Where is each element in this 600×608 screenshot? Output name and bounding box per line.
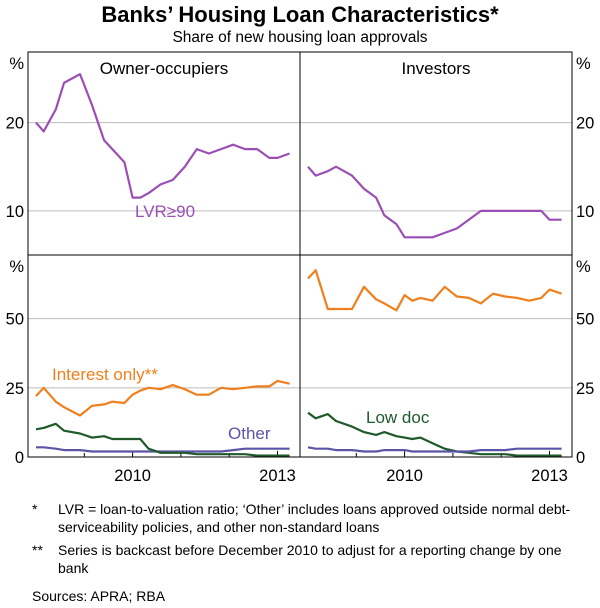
footnote-mark: ** — [32, 542, 43, 558]
footnote-text: LVR = loan-to-valuation ratio; ‘Other’ i… — [58, 501, 571, 535]
y-tick-label: 10 — [576, 203, 594, 221]
footnote: ** Series is backcast before December 20… — [32, 541, 592, 577]
series-label: Interest only** — [52, 365, 158, 384]
series-label: Other — [228, 424, 271, 443]
y-tick-label: 0 — [15, 449, 24, 467]
footnote: * LVR = loan-to-valuation ratio; ‘Other’… — [32, 500, 592, 536]
series-line — [35, 422, 290, 457]
sources: Sources: APRA; RBA — [32, 588, 166, 604]
series-label: Low doc — [366, 408, 430, 427]
x-tick-label: 2010 — [114, 467, 151, 485]
y-tick-label: 20 — [576, 115, 594, 133]
y-tick-label: 50 — [6, 311, 24, 329]
series-line — [35, 379, 290, 417]
x-tick-label: 2013 — [259, 467, 296, 485]
y-tick-label: 0 — [576, 449, 585, 467]
series-line — [307, 446, 562, 453]
series-line — [307, 165, 562, 239]
series-line — [307, 269, 562, 312]
x-tick-label: 2010 — [386, 467, 423, 485]
panel-title: Investors — [402, 59, 471, 78]
panel-title: Owner-occupiers — [100, 59, 229, 78]
unit-label: % — [576, 258, 591, 276]
footnotes: * LVR = loan-to-valuation ratio; ‘Other’… — [32, 500, 592, 582]
y-tick-label: 10 — [6, 203, 24, 221]
footnote-mark: * — [32, 501, 38, 517]
footnote-text: Series is backcast before December 2010 … — [58, 542, 562, 576]
chart-subtitle: Share of new housing loan approvals — [172, 29, 427, 46]
series-line — [35, 72, 290, 199]
plot-layer: 10 20% Owner-occupiers LVR≥90 10 20% Investors… — [6, 51, 594, 485]
unit-label: % — [9, 55, 24, 73]
unit-label: % — [576, 55, 591, 73]
unit-label: % — [9, 258, 24, 276]
y-tick-label: 25 — [576, 380, 594, 398]
y-tick-label: 50 — [576, 311, 594, 329]
y-tick-label: 25 — [6, 380, 24, 398]
series-line — [36, 446, 290, 453]
y-tick-label: 20 — [6, 115, 24, 133]
chart: Banks’ Housing Loan Characteristics* Sha… — [6, 2, 595, 485]
series-label: LVR≥90 — [135, 202, 195, 221]
series-line — [307, 411, 562, 457]
chart-title: Banks’ Housing Loan Characteristics* — [101, 2, 499, 27]
x-tick-label: 2013 — [531, 467, 568, 485]
